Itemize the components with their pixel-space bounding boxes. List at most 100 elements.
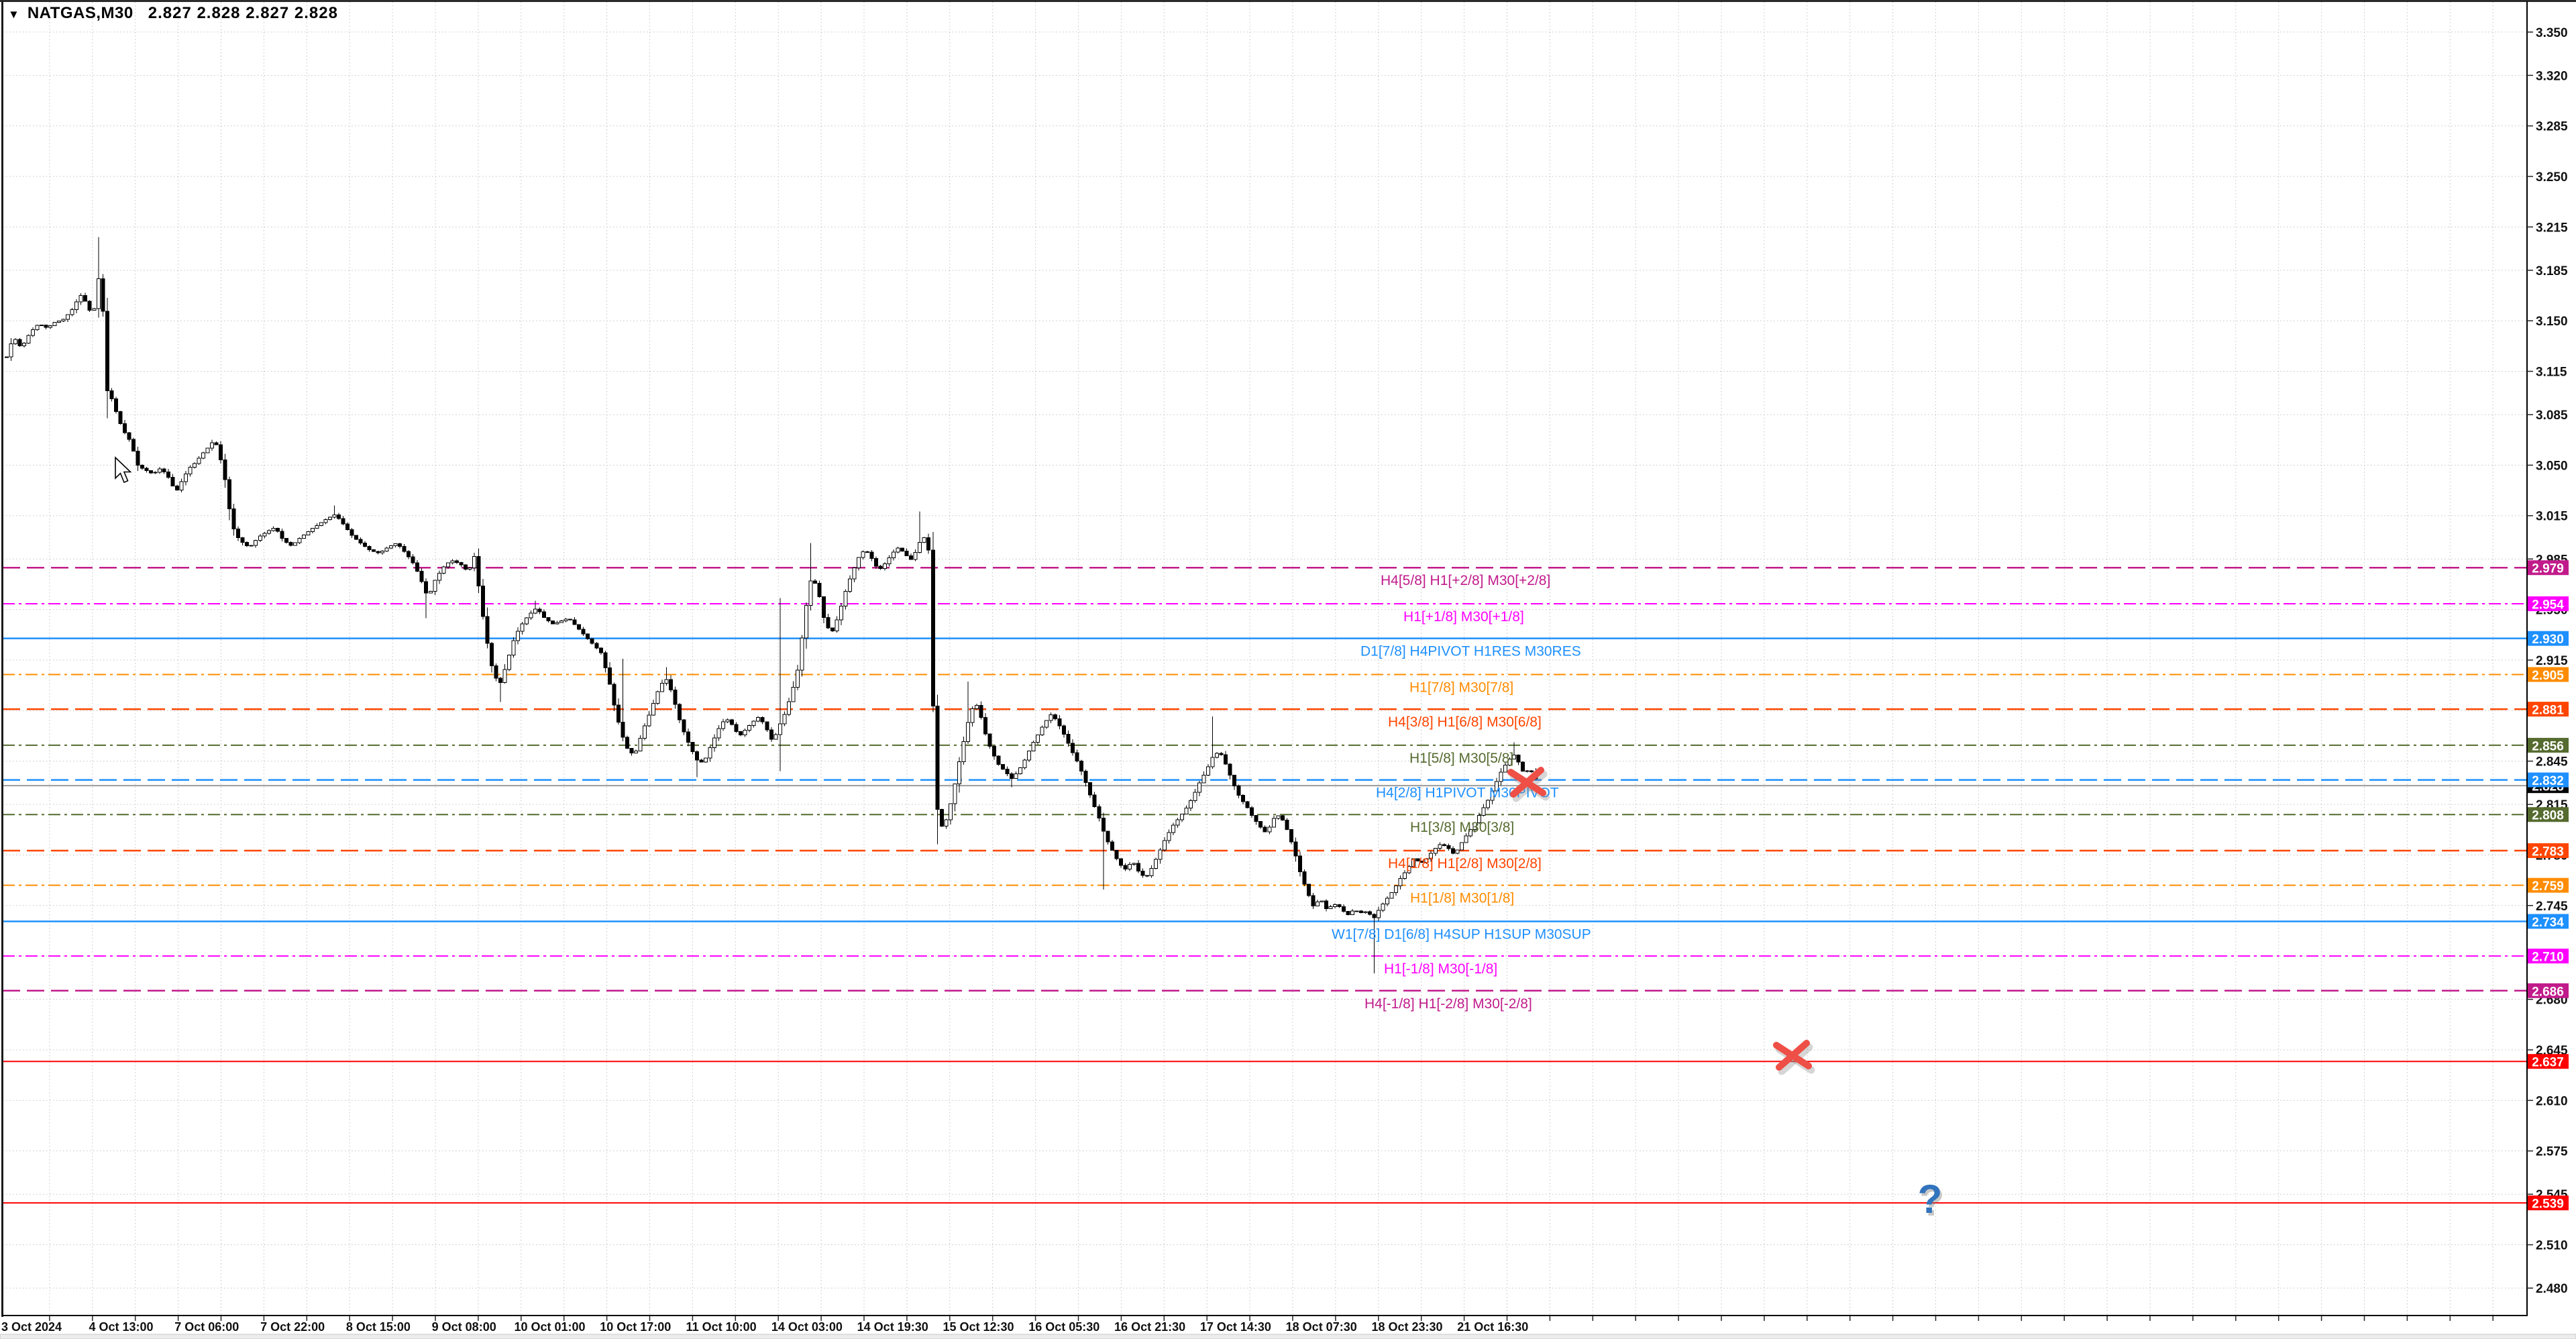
time-tick-label: 16 Oct 05:30 bbox=[1028, 1320, 1099, 1334]
candle-body bbox=[1398, 878, 1403, 887]
candle-body bbox=[52, 322, 57, 326]
candle-body bbox=[17, 339, 22, 347]
candle-body bbox=[603, 652, 608, 669]
candle-body bbox=[40, 325, 44, 327]
candle-body bbox=[965, 722, 970, 743]
candle-body bbox=[284, 538, 288, 543]
candle-body bbox=[1280, 815, 1285, 820]
candle-body bbox=[974, 704, 979, 709]
candle-body bbox=[74, 301, 79, 310]
candle-body bbox=[1521, 761, 1525, 772]
level-price-tag-0: 2.979 bbox=[2528, 560, 2569, 576]
candle-body bbox=[1232, 775, 1237, 787]
price-tick-label: 2.510 bbox=[2536, 1239, 2568, 1253]
level-label-2: D1[7/8] H4PIVOT H1RES M30RES bbox=[1360, 644, 1581, 659]
candle-body bbox=[739, 731, 743, 736]
price-tick-label: 3.015 bbox=[2536, 510, 2568, 524]
candle-body bbox=[70, 309, 74, 315]
candle-body bbox=[57, 320, 62, 323]
candle-body bbox=[1258, 821, 1263, 828]
candle-body bbox=[1276, 815, 1281, 819]
window-bottom-strip bbox=[0, 1334, 2576, 1339]
candle-body bbox=[26, 335, 31, 344]
candle-body bbox=[266, 530, 271, 534]
red-line-price-tag-0-bg bbox=[2528, 1054, 2569, 1069]
candle-body bbox=[1193, 792, 1197, 802]
candle-body bbox=[1477, 814, 1481, 823]
level-price-tag-12-text: 2.686 bbox=[2532, 985, 2564, 999]
candle-body bbox=[1293, 841, 1298, 857]
symbol-dropdown-icon[interactable]: ▼ bbox=[8, 7, 19, 21]
candle-body bbox=[1088, 782, 1093, 796]
level-price-tag-0-bg bbox=[2528, 560, 2569, 576]
candle-body bbox=[664, 679, 669, 684]
candle-body bbox=[533, 608, 538, 614]
candle-body bbox=[327, 517, 332, 521]
candle-body bbox=[166, 471, 170, 478]
candle-body bbox=[153, 472, 158, 474]
candle-body bbox=[629, 748, 634, 753]
level-label-11: H1[-1/8] M30[-1/8] bbox=[1384, 961, 1497, 977]
question-mark-annotation[interactable]: ?? bbox=[1918, 1177, 1945, 1224]
candle-body bbox=[673, 690, 678, 705]
candle-body bbox=[1324, 900, 1328, 909]
candle-body bbox=[411, 556, 415, 564]
candle-body bbox=[1442, 844, 1446, 846]
level-label-10: W1[7/8] D1[6/8] H4SUP H1SUP M30SUP bbox=[1332, 926, 1591, 942]
level-label-3: H1[7/8] M30[7/8] bbox=[1409, 680, 1513, 695]
candle-body bbox=[812, 580, 817, 584]
candle-body bbox=[384, 547, 389, 551]
candle-body bbox=[944, 819, 949, 827]
candle-body bbox=[227, 479, 232, 510]
candle-body bbox=[525, 617, 529, 625]
candle-body bbox=[301, 534, 306, 539]
time-tick-label: 14 Oct 03:00 bbox=[771, 1320, 843, 1334]
candle-body bbox=[869, 551, 874, 559]
level-price-tag-11-text: 2.710 bbox=[2532, 951, 2564, 965]
time-axis: 3 Oct 2024 4 Oct 13:00 7 Oct 06:00 7 Oct 22… bbox=[1, 1316, 2493, 1334]
candle-body bbox=[485, 616, 490, 644]
candle-body bbox=[1057, 718, 1062, 727]
candle-body bbox=[695, 751, 700, 761]
candle-body bbox=[205, 447, 210, 453]
level-price-tag-1-text: 2.954 bbox=[2532, 598, 2564, 612]
price-tick-label: 2.610 bbox=[2536, 1094, 2568, 1108]
candle-body bbox=[454, 560, 459, 563]
candle-body bbox=[708, 747, 712, 759]
level-price-tag-6-text: 2.832 bbox=[2532, 774, 2564, 788]
x-mark-annotation-1[interactable] bbox=[1773, 1040, 1815, 1075]
level-price-tag-9-bg bbox=[2528, 877, 2569, 893]
level-label-12: H4[-1/8] H1[-2/8] M30[-2/8] bbox=[1364, 996, 1532, 1012]
candle-body bbox=[848, 578, 853, 592]
candle-body bbox=[175, 486, 180, 490]
candle-body bbox=[1415, 858, 1420, 862]
candle-body bbox=[78, 294, 83, 303]
candle-body bbox=[1175, 819, 1180, 826]
candle-body bbox=[1171, 824, 1175, 833]
candle-body bbox=[892, 551, 896, 558]
candle-body bbox=[857, 557, 861, 568]
candle-body bbox=[682, 719, 686, 733]
candle-body bbox=[743, 730, 747, 736]
candle-body bbox=[197, 458, 201, 464]
candle-body bbox=[1438, 844, 1442, 849]
candle-body bbox=[61, 319, 66, 321]
x-mark-annotation-0[interactable] bbox=[1507, 767, 1550, 802]
candle-body bbox=[852, 567, 857, 580]
candle-body bbox=[1459, 842, 1464, 851]
candle-body bbox=[1424, 858, 1429, 863]
candle-body bbox=[564, 619, 568, 621]
candle-body bbox=[970, 708, 975, 723]
level-price-tag-5: 2.856 bbox=[2528, 737, 2569, 753]
candle-body bbox=[668, 679, 673, 691]
candle-body bbox=[830, 627, 835, 632]
candle-body bbox=[1236, 786, 1241, 796]
time-tick-label: 17 Oct 14:30 bbox=[1200, 1320, 1271, 1334]
candle-body bbox=[468, 568, 472, 570]
candle-body bbox=[638, 737, 643, 752]
candle-body bbox=[655, 691, 660, 704]
time-tick-label: 7 Oct 22:00 bbox=[260, 1320, 325, 1334]
candlestick-series bbox=[5, 237, 1538, 973]
price-tick-label: 3.350 bbox=[2536, 26, 2568, 40]
